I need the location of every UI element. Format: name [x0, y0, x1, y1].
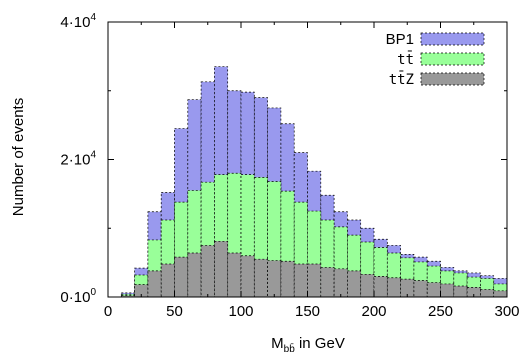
bar-series-2-bin-2	[147, 270, 162, 298]
bar-series-2-bin-16	[333, 268, 348, 298]
bar-series-2-bin-14	[307, 263, 322, 298]
bar-series-2-bin-28	[493, 290, 508, 298]
bar-series-2-bin-7	[214, 240, 229, 298]
legend-swatch-1	[420, 52, 485, 66]
x-axis-title-main: M	[271, 335, 284, 352]
bar-series-2-bin-12	[280, 260, 295, 298]
x-tick-label: 250	[428, 303, 453, 320]
y-tick-exponent: 0	[90, 287, 96, 298]
x-tick-label: 50	[166, 303, 183, 320]
bar-series-2-bin-23	[426, 282, 441, 298]
series-2	[120, 240, 508, 298]
y-tick-mantissa: 4·10	[60, 14, 90, 31]
bar-series-2-bin-3	[160, 263, 175, 298]
x-axis-title: Mbb̄ in GeV	[271, 335, 345, 355]
y-tick-label: 0·100	[60, 287, 96, 306]
bar-series-2-bin-27	[480, 289, 495, 298]
bar-series-2-bin-25	[453, 285, 468, 298]
bar-series-2-bin-18	[360, 273, 375, 298]
y-axis-title: Number of events	[10, 98, 27, 216]
bars-layer	[120, 66, 508, 298]
y-tick-mantissa: 2·10	[60, 152, 90, 169]
x-tick-label: 100	[228, 303, 253, 320]
bar-series-2-bin-10	[253, 258, 268, 298]
bar-series-2-bin-15	[320, 267, 335, 298]
y-tick-exponent: 4	[90, 12, 96, 23]
y-tick-label: 4·104	[60, 12, 96, 31]
bar-series-2-bin-9	[240, 255, 255, 298]
legend-label-2: tt̄Z	[389, 70, 414, 88]
bar-series-2-bin-4	[174, 256, 189, 298]
bar-series-2-bin-11	[267, 260, 282, 298]
bar-series-2-bin-8	[227, 252, 242, 298]
bar-series-2-bin-17	[347, 270, 362, 298]
bar-series-2-bin-5	[187, 252, 202, 298]
legend-swatch-2	[420, 72, 485, 86]
x-tick-label: 0	[104, 303, 112, 320]
x-axis-title-suffix: in GeV	[295, 335, 345, 352]
legend-label-0: BP1	[386, 31, 414, 48]
x-tick-label: 200	[361, 303, 386, 320]
x-axis-title-sub: bb̄	[284, 342, 296, 355]
x-tick-label: 150	[295, 303, 320, 320]
y-tick-mantissa: 0·10	[60, 289, 90, 306]
bar-series-2-bin-6	[200, 245, 215, 298]
y-tick-label: 2·104	[60, 150, 96, 169]
bar-series-2-bin-20	[386, 277, 401, 298]
bar-series-2-bin-19	[373, 276, 388, 298]
bar-series-2-bin-13	[293, 263, 308, 298]
legend-swatch-0	[420, 32, 485, 46]
legend: BP1 tt̄ tt̄Z	[386, 31, 485, 88]
bar-series-2-bin-22	[413, 280, 428, 298]
bar-series-2-bin-24	[440, 283, 455, 298]
x-tick-label: 300	[494, 303, 519, 320]
legend-label-1: tt̄	[397, 50, 414, 68]
y-tick-exponent: 4	[90, 150, 96, 161]
